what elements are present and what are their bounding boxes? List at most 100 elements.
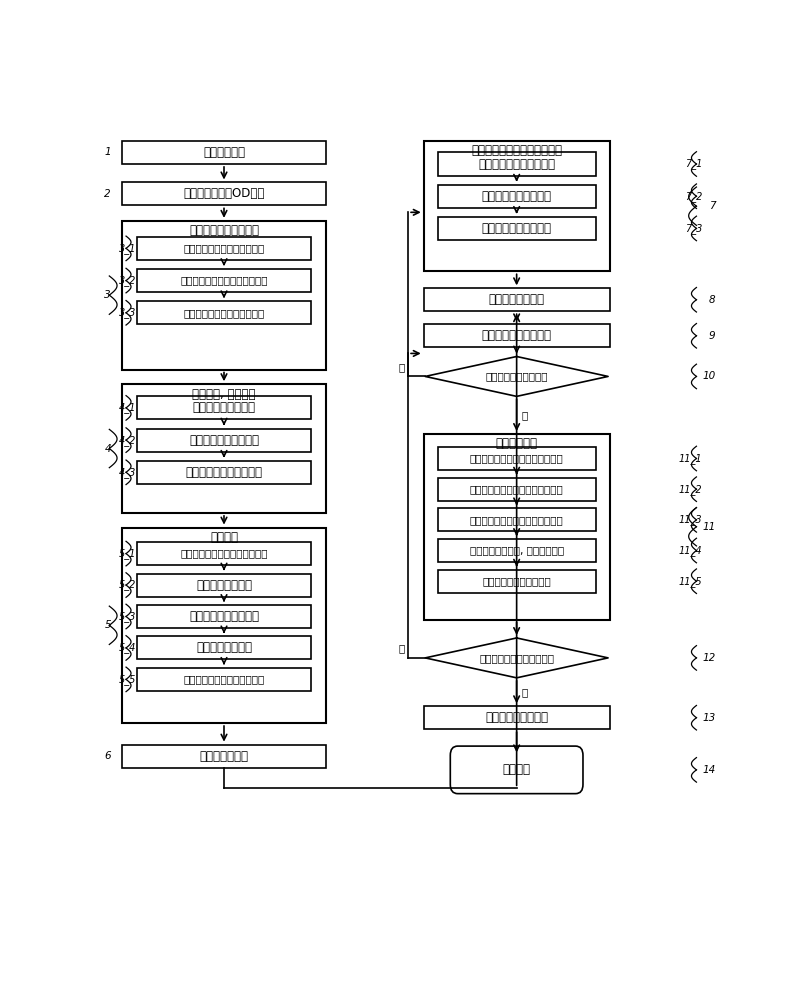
- Text: 5_3: 5_3: [118, 611, 136, 622]
- Text: 将仿真时段划分为多个时间段: 将仿真时段划分为多个时间段: [183, 243, 265, 253]
- Text: 2: 2: [104, 189, 111, 199]
- Text: 区域仿真模型单周期推进: 区域仿真模型单周期推进: [478, 157, 555, 170]
- Text: 3_3: 3_3: [118, 308, 136, 319]
- Text: 6: 6: [104, 751, 111, 761]
- Text: 7_2: 7_2: [686, 191, 702, 201]
- Text: 退出仿真: 退出仿真: [502, 763, 530, 776]
- Text: 整理区域路网差异模型内人车数据: 整理区域路网差异模型内人车数据: [470, 484, 563, 494]
- Text: 准备仿真: 准备仿真: [210, 531, 238, 544]
- FancyBboxPatch shape: [138, 574, 310, 597]
- Text: 13: 13: [702, 713, 716, 723]
- Text: 启动分布式仿真: 启动分布式仿真: [199, 750, 249, 763]
- Text: 11: 11: [702, 522, 716, 532]
- Text: 时间段切换到下一时间段: 时间段切换到下一时间段: [482, 577, 551, 587]
- Text: 加载第一时间段区域路网模型: 加载第一时间段区域路网模型: [183, 674, 265, 684]
- FancyBboxPatch shape: [424, 434, 610, 620]
- FancyBboxPatch shape: [138, 542, 310, 565]
- FancyBboxPatch shape: [424, 325, 610, 348]
- Text: 4: 4: [104, 443, 111, 453]
- Text: 4_3: 4_3: [118, 467, 136, 478]
- FancyBboxPatch shape: [138, 428, 310, 451]
- FancyBboxPatch shape: [122, 384, 326, 513]
- FancyBboxPatch shape: [438, 570, 596, 593]
- Text: 生成大规模路网模型: 生成大规模路网模型: [193, 401, 255, 414]
- FancyBboxPatch shape: [438, 539, 596, 562]
- Text: 切换区域路网模型, 更新人车数据: 切换区域路网模型, 更新人车数据: [470, 546, 564, 556]
- Text: 判定是否进行区域切换: 判定是否进行区域切换: [486, 372, 548, 381]
- FancyBboxPatch shape: [122, 182, 326, 205]
- Text: 分发区域路网差异模型内人车数据: 分发区域路网差异模型内人车数据: [470, 515, 563, 525]
- Text: 11_4: 11_4: [679, 545, 702, 556]
- Text: 更新区域路网人车数据: 更新区域路网人车数据: [482, 330, 552, 343]
- FancyBboxPatch shape: [438, 478, 596, 501]
- Text: 11_1: 11_1: [679, 453, 702, 464]
- Text: 传输区域路网模型: 传输区域路网模型: [196, 579, 252, 592]
- Text: 判定是否达到仿真结束条件: 判定是否达到仿真结束条件: [479, 653, 554, 663]
- FancyBboxPatch shape: [424, 706, 610, 729]
- FancyBboxPatch shape: [450, 746, 583, 794]
- FancyBboxPatch shape: [138, 668, 310, 691]
- Text: 为每个时间段选择区域划分方案: 为每个时间段选择区域划分方案: [180, 276, 268, 286]
- Text: 统计仿真结果并显示: 统计仿真结果并显示: [485, 711, 548, 724]
- FancyBboxPatch shape: [138, 636, 310, 659]
- Text: 10: 10: [702, 372, 716, 381]
- FancyBboxPatch shape: [138, 461, 310, 484]
- Text: 4_1: 4_1: [118, 402, 136, 413]
- Text: 加载路网文件: 加载路网文件: [203, 146, 245, 159]
- FancyBboxPatch shape: [424, 141, 610, 271]
- Text: 报告区域路网差异模型内人车数据: 报告区域路网差异模型内人车数据: [470, 453, 563, 463]
- Text: 7_1: 7_1: [686, 158, 702, 169]
- Text: 5: 5: [104, 621, 111, 630]
- FancyBboxPatch shape: [138, 396, 310, 419]
- Text: 是: 是: [522, 687, 528, 697]
- Text: 3_1: 3_1: [118, 243, 136, 254]
- Text: 5_2: 5_2: [118, 580, 136, 591]
- Text: 11_2: 11_2: [679, 484, 702, 495]
- Text: 生成区域路网的虚拟口岸: 生成区域路网的虚拟口岸: [186, 466, 262, 479]
- Text: 否: 否: [398, 362, 405, 372]
- Text: 4_2: 4_2: [118, 434, 136, 445]
- Text: 7: 7: [709, 201, 716, 211]
- FancyBboxPatch shape: [438, 217, 596, 240]
- FancyBboxPatch shape: [138, 301, 310, 325]
- Text: 读取文件, 生成模型: 读取文件, 生成模型: [192, 387, 256, 400]
- FancyBboxPatch shape: [138, 605, 310, 628]
- Text: 生成相邻时段区域路网差异模型: 生成相邻时段区域路网差异模型: [180, 549, 268, 559]
- Text: 是: 是: [522, 410, 528, 420]
- FancyBboxPatch shape: [438, 184, 596, 208]
- Text: 区域切换协调: 区域切换协调: [496, 437, 538, 450]
- FancyBboxPatch shape: [138, 237, 310, 260]
- FancyBboxPatch shape: [122, 221, 326, 370]
- Polygon shape: [425, 638, 608, 678]
- Text: 11_3: 11_3: [679, 514, 702, 525]
- FancyBboxPatch shape: [438, 447, 596, 470]
- Text: 5_1: 5_1: [118, 548, 136, 559]
- Text: 区域仿真模型单周期仿真运算: 区域仿真模型单周期仿真运算: [471, 144, 562, 157]
- Text: 7_3: 7_3: [686, 223, 702, 234]
- Text: 分发人车入界数据: 分发人车入界数据: [489, 293, 545, 306]
- Text: 传输区域路网差异模型: 传输区域路网差异模型: [189, 610, 259, 622]
- Text: 3: 3: [104, 290, 111, 300]
- FancyBboxPatch shape: [122, 745, 326, 768]
- Text: 12: 12: [702, 653, 716, 663]
- Text: 传输虚拟口岸信息: 传输虚拟口岸信息: [196, 641, 252, 654]
- Text: 组成并保存区域划分方案序列: 组成并保存区域划分方案序列: [183, 308, 265, 318]
- Text: 9: 9: [709, 331, 716, 341]
- Text: 5_4: 5_4: [118, 642, 136, 653]
- Text: 区域仿真结果实时统计: 区域仿真结果实时统计: [482, 189, 552, 203]
- Text: 否: 否: [398, 643, 405, 653]
- Text: 14: 14: [702, 765, 716, 775]
- Text: 11_5: 11_5: [679, 576, 702, 587]
- FancyBboxPatch shape: [138, 269, 310, 292]
- Text: 报告区域人车出界信息: 报告区域人车出界信息: [482, 222, 552, 235]
- Text: 生成区域划分方案序列: 生成区域划分方案序列: [189, 224, 259, 237]
- Text: 生成所有区域路网模型: 生成所有区域路网模型: [189, 433, 259, 446]
- Text: 1: 1: [104, 147, 111, 157]
- Text: 8: 8: [709, 295, 716, 305]
- FancyBboxPatch shape: [438, 508, 596, 531]
- FancyBboxPatch shape: [424, 288, 610, 312]
- FancyBboxPatch shape: [122, 528, 326, 723]
- Text: 3_2: 3_2: [118, 275, 136, 286]
- FancyBboxPatch shape: [438, 152, 596, 175]
- Polygon shape: [425, 357, 608, 396]
